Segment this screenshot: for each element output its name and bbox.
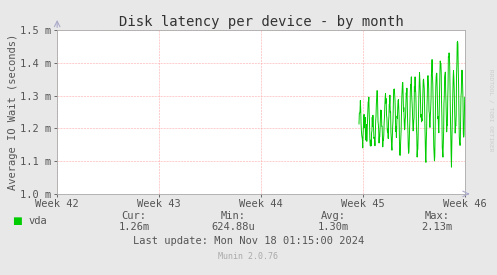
Text: Avg:: Avg: (321, 211, 345, 221)
Text: vda: vda (29, 216, 48, 226)
Text: 1.26m: 1.26m (119, 222, 150, 232)
Text: Min:: Min: (221, 211, 246, 221)
Text: Munin 2.0.76: Munin 2.0.76 (219, 252, 278, 261)
Text: ■: ■ (12, 216, 22, 226)
Text: 1.30m: 1.30m (318, 222, 348, 232)
Text: Cur:: Cur: (122, 211, 147, 221)
Text: RRDTOOL / TOBI OETIKER: RRDTOOL / TOBI OETIKER (489, 69, 494, 151)
Text: Max:: Max: (425, 211, 450, 221)
Title: Disk latency per device - by month: Disk latency per device - by month (119, 15, 403, 29)
Text: 624.88u: 624.88u (212, 222, 255, 232)
Text: 2.13m: 2.13m (422, 222, 453, 232)
Y-axis label: Average IO Wait (seconds): Average IO Wait (seconds) (7, 34, 17, 190)
Text: Last update: Mon Nov 18 01:15:00 2024: Last update: Mon Nov 18 01:15:00 2024 (133, 236, 364, 246)
